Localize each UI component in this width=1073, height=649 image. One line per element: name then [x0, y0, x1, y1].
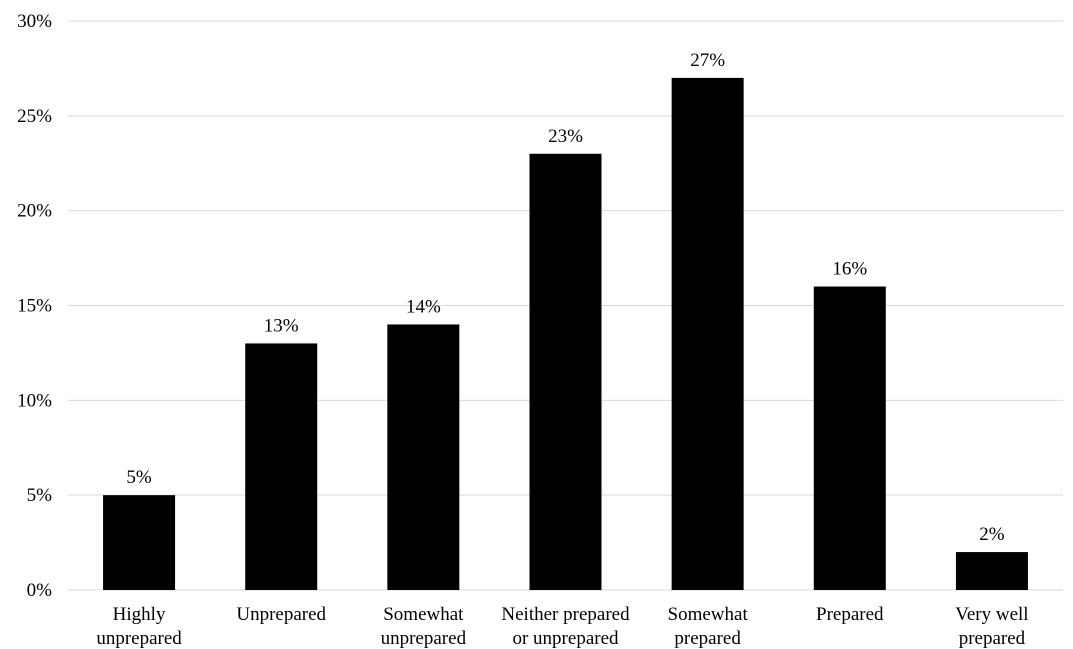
- y-tick-label: 10%: [17, 390, 52, 411]
- x-category-label: Prepared: [816, 604, 884, 625]
- x-category-label: Unprepared: [236, 604, 326, 625]
- bar: [103, 495, 176, 590]
- y-tick-label: 15%: [17, 296, 52, 317]
- y-tick-label: 5%: [27, 485, 53, 506]
- x-axis-category-labels: Highly unprepared Unprepared Somewhat unprep…: [96, 604, 1028, 649]
- x-category-label: Neither prepared: [501, 604, 630, 625]
- x-category-label: or unprepared: [512, 628, 619, 649]
- data-label: 27%: [690, 50, 725, 71]
- y-tick-label: 25%: [17, 106, 52, 127]
- x-category-label: prepared: [674, 628, 741, 649]
- y-tick-label: 30%: [17, 11, 52, 32]
- data-label: 23%: [548, 126, 583, 147]
- x-category-label: Highly: [113, 604, 166, 625]
- y-tick-label: 20%: [17, 201, 52, 222]
- bar: [671, 77, 744, 590]
- x-category-label: unprepared: [96, 628, 182, 649]
- x-category-label: Very well: [955, 604, 1028, 625]
- data-label: 5%: [126, 467, 152, 488]
- bar: [245, 343, 318, 590]
- data-label: 13%: [264, 315, 299, 336]
- x-category-label: Somewhat: [383, 604, 464, 625]
- x-category-label: unprepared: [381, 628, 467, 649]
- data-label: 16%: [832, 259, 867, 280]
- bar: [529, 153, 602, 590]
- x-category-label: Somewhat: [668, 604, 749, 625]
- data-label: 14%: [406, 296, 441, 317]
- x-category-label: prepared: [959, 628, 1026, 649]
- bar: [387, 324, 460, 590]
- bar: [813, 286, 886, 590]
- data-label: 2%: [979, 524, 1005, 545]
- data-labels: 5% 13% 14% 23% 27% 16% 2%: [126, 50, 1004, 545]
- y-axis-tick-labels: 0% 5% 10% 15% 20% 25% 30%: [17, 11, 52, 601]
- bars: [103, 77, 1028, 590]
- y-tick-label: 0%: [27, 580, 53, 601]
- bar: [955, 552, 1028, 590]
